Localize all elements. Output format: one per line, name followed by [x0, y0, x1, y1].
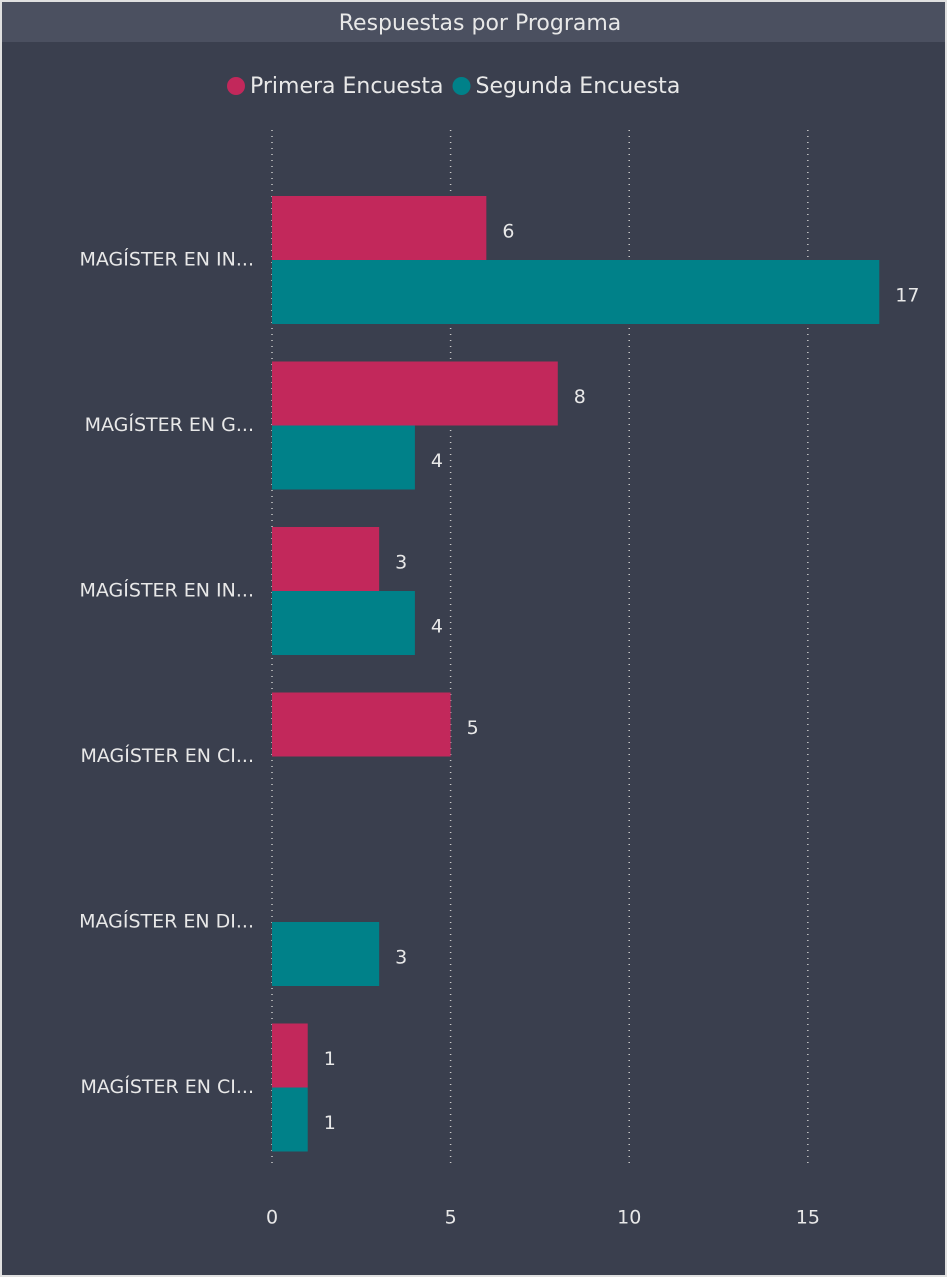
y-tick-label: MAGÍSTER EN IN...: [80, 579, 255, 602]
title-band: [2, 2, 945, 42]
x-tick-label: 10: [617, 1207, 641, 1229]
data-label: 6: [502, 221, 514, 243]
data-label: 3: [395, 947, 407, 969]
data-label: 8: [574, 386, 586, 408]
data-label: 4: [431, 450, 443, 472]
legend-label: Primera Encuesta: [250, 74, 444, 99]
chart-title: Respuestas por Programa: [339, 11, 622, 36]
data-label: 1: [324, 1112, 336, 1134]
legend-marker: [452, 77, 471, 95]
bar: [272, 922, 380, 986]
x-tick-label: 0: [266, 1207, 278, 1229]
y-tick-label: MAGÍSTER EN IN...: [80, 248, 255, 271]
legend-marker: [227, 77, 245, 95]
y-tick-label: MAGÍSTER EN DI...: [79, 910, 254, 933]
data-label: 3: [395, 552, 407, 574]
y-tick-label: MAGÍSTER EN CI...: [80, 1075, 254, 1098]
bar: [272, 1087, 308, 1152]
bar: [272, 527, 380, 591]
legend-label: Segunda Encuesta: [476, 74, 681, 99]
bar: [272, 1023, 308, 1088]
bar: [272, 196, 487, 260]
bar: [272, 692, 451, 757]
x-tick-label: 5: [445, 1207, 457, 1229]
bar: [272, 260, 880, 324]
data-label: 17: [895, 285, 919, 307]
y-tick-label: MAGÍSTER EN G...: [85, 413, 254, 436]
y-tick-label: MAGÍSTER EN CI...: [80, 744, 254, 767]
data-label: 5: [467, 717, 479, 739]
x-tick-label: 15: [796, 1207, 820, 1229]
bar: [272, 591, 415, 655]
bar: [272, 425, 415, 490]
data-label: 1: [324, 1048, 336, 1070]
data-label: 4: [431, 616, 443, 638]
bar: [272, 361, 558, 426]
